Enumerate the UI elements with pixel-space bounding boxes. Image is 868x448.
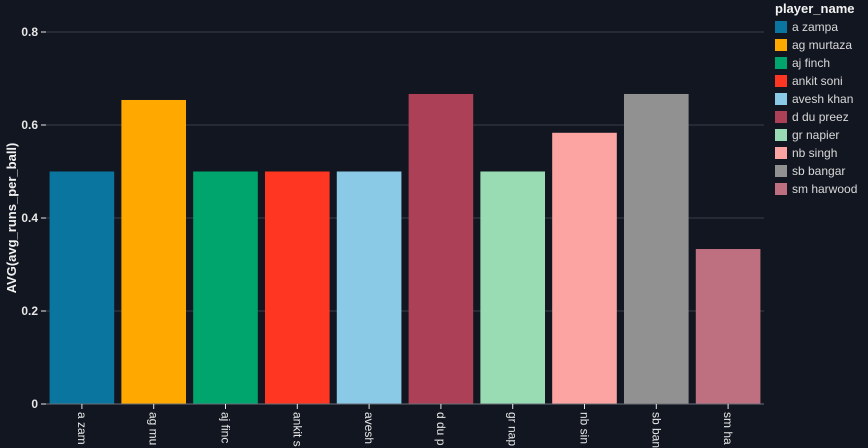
bar[interactable]: [336, 171, 402, 405]
x-tick-label: aj finc: [219, 412, 233, 443]
legend-item[interactable]: ankit soni: [775, 74, 843, 88]
y-tick-label: 0.2: [21, 304, 38, 318]
legend-label: sb bangar: [792, 164, 845, 178]
x-tick-label: a zam: [75, 412, 89, 445]
legend-swatch: [775, 57, 787, 69]
legend-swatch: [775, 93, 787, 105]
x-tick-label: gr nap: [506, 412, 520, 446]
legend-swatch: [775, 75, 787, 87]
legend-item[interactable]: a zampa: [775, 20, 838, 34]
legend-label: a zampa: [792, 20, 838, 34]
legend-swatch: [775, 21, 787, 33]
legend-label: d du preez: [792, 110, 849, 124]
axes: 0 0.2 0.4 0.6 0.8 a zam ag mu aj finc ankit s ave…: [21, 25, 764, 448]
legend-item[interactable]: d du preez: [775, 110, 849, 124]
bar[interactable]: [264, 171, 330, 405]
legend-label: ankit soni: [792, 74, 843, 88]
legend-label: avesh khan: [792, 92, 853, 106]
x-tick-label: sm ha: [721, 412, 735, 445]
y-tick-label: 0.8: [21, 25, 38, 39]
x-tick-label: avesh: [362, 412, 376, 444]
bar[interactable]: [552, 132, 617, 404]
legend-label: nb singh: [792, 146, 837, 160]
legend-swatch: [775, 147, 787, 159]
legend-swatch: [775, 111, 787, 123]
bar[interactable]: [695, 249, 761, 404]
bar[interactable]: [623, 93, 689, 404]
y-axis-title: AVG(avg_runs_per_ball): [4, 143, 19, 294]
x-tick-label: sb ban: [649, 412, 663, 448]
legend: player_name a zampa ag murtaza aj finch ank…: [775, 1, 857, 196]
bar[interactable]: [193, 171, 258, 405]
bar[interactable]: [49, 171, 115, 405]
bar[interactable]: [408, 93, 474, 404]
legend-item[interactable]: ag murtaza: [775, 38, 852, 52]
x-tick-label: d du p: [434, 412, 448, 446]
legend-label: gr napier: [792, 128, 839, 142]
legend-swatch: [775, 39, 787, 51]
legend-item[interactable]: sb bangar: [775, 164, 845, 178]
legend-item[interactable]: sm harwood: [775, 182, 857, 196]
y-tick-label: 0.4: [21, 211, 38, 225]
legend-item[interactable]: gr napier: [775, 128, 839, 142]
y-tick-label: 0.6: [21, 118, 38, 132]
legend-swatch: [775, 183, 787, 195]
legend-label: ag murtaza: [792, 38, 852, 52]
bars: [49, 93, 761, 405]
x-tick-label: nb sin: [578, 412, 592, 444]
legend-item[interactable]: avesh khan: [775, 92, 853, 106]
x-tick-label: ag mu: [147, 412, 161, 445]
legend-swatch: [775, 129, 787, 141]
legend-item[interactable]: nb singh: [775, 146, 837, 160]
y-tick-label: 0: [31, 397, 38, 411]
legend-item[interactable]: aj finch: [775, 56, 830, 70]
x-tick-label: ankit s: [290, 412, 304, 447]
bar[interactable]: [121, 99, 187, 404]
legend-label: sm harwood: [792, 182, 857, 196]
bar[interactable]: [480, 171, 546, 405]
legend-title: player_name: [775, 1, 855, 16]
legend-label: aj finch: [792, 56, 830, 70]
legend-swatch: [775, 165, 787, 177]
